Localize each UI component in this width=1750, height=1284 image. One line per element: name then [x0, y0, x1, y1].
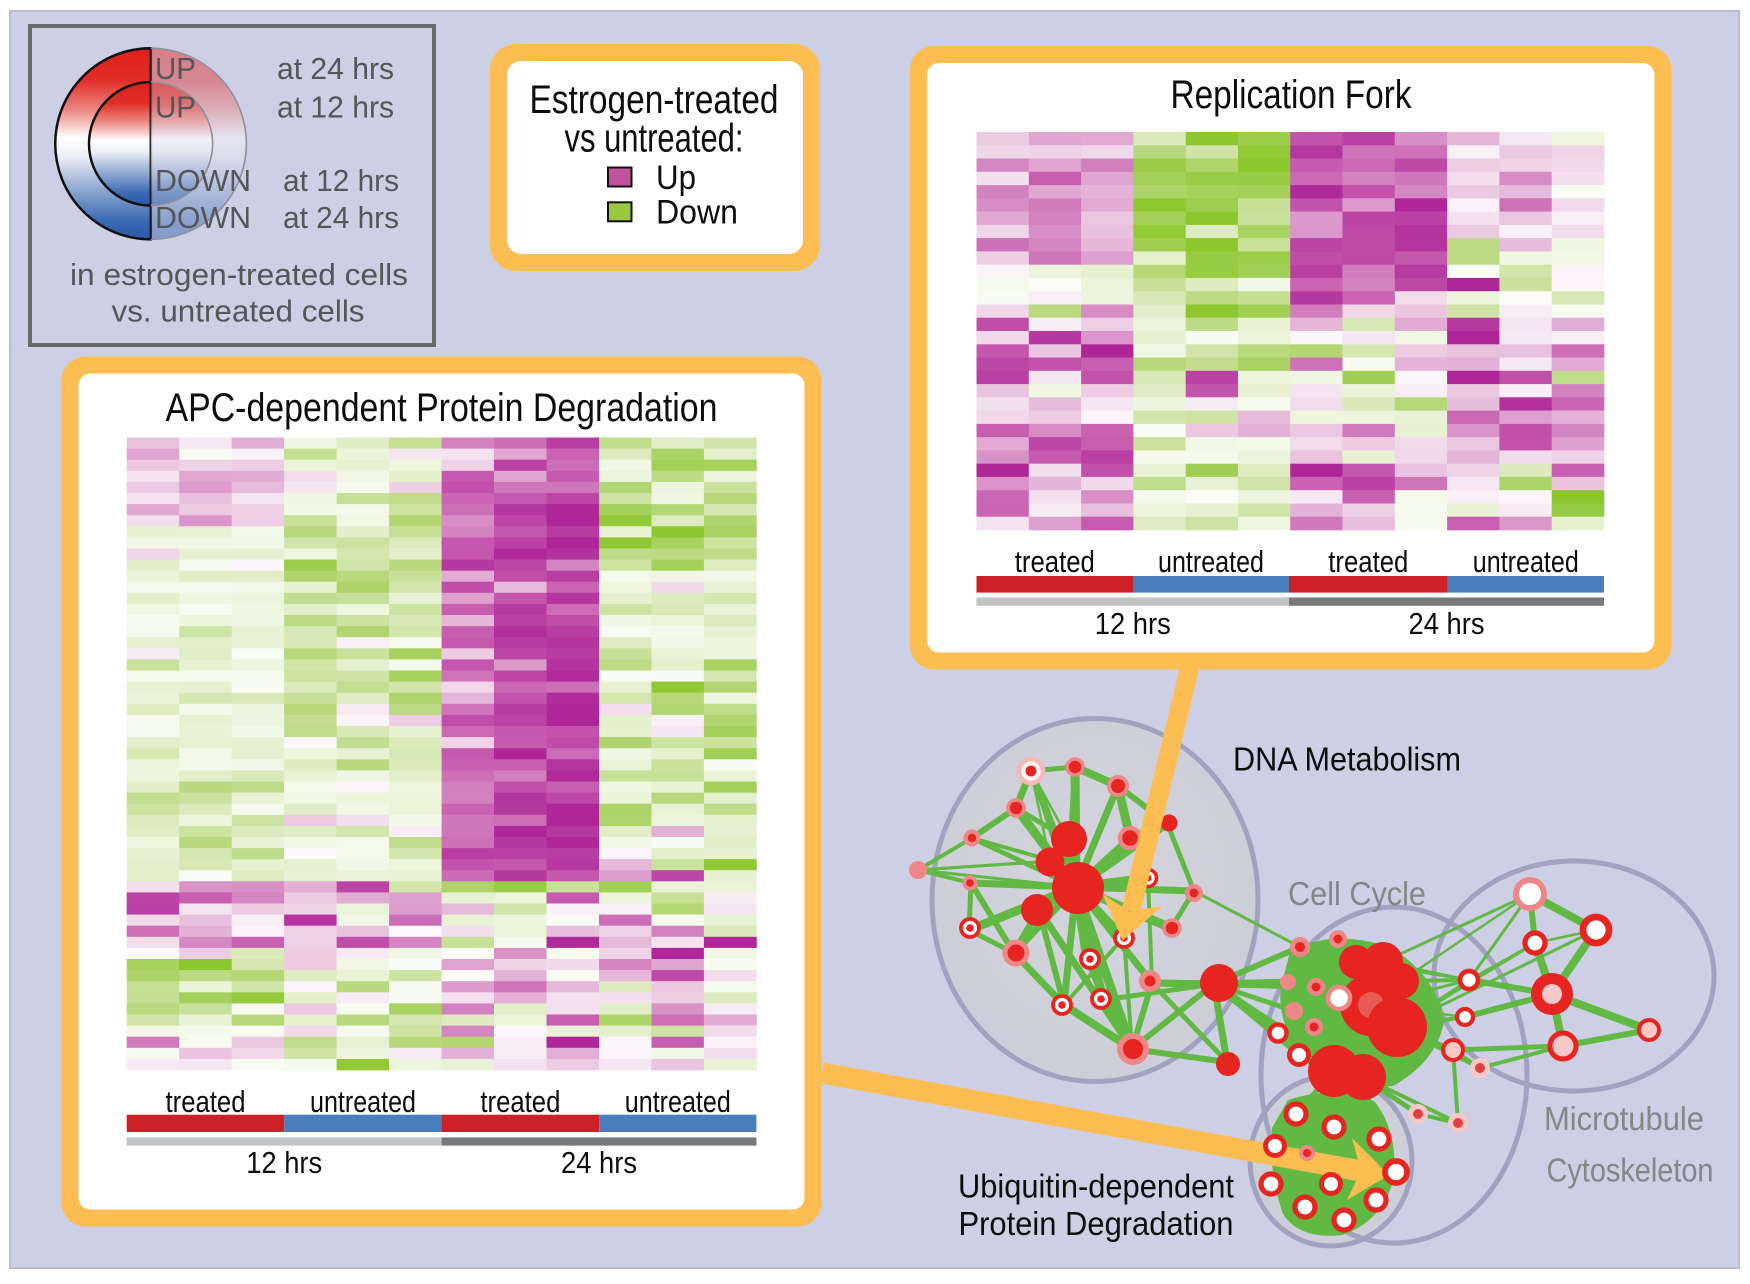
svg-text:vs untreated:: vs untreated: — [565, 117, 744, 161]
svg-text:Microtubule: Microtubule — [1544, 1100, 1704, 1137]
svg-text:Replication Fork: Replication Fork — [1171, 73, 1413, 117]
svg-text:treated: treated — [1328, 544, 1408, 579]
svg-text:DNA Metabolism: DNA Metabolism — [1233, 741, 1461, 778]
svg-text:vs. untreated cells: vs. untreated cells — [112, 294, 365, 329]
svg-text:Protein Degradation: Protein Degradation — [959, 1205, 1234, 1242]
svg-text:treated: treated — [166, 1084, 246, 1119]
svg-text:untreated: untreated — [1473, 544, 1579, 579]
svg-text:treated: treated — [1015, 544, 1095, 579]
svg-text:untreated: untreated — [310, 1084, 416, 1119]
svg-text:Cytoskeleton: Cytoskeleton — [1547, 1152, 1714, 1189]
svg-text:in estrogen-treated cells: in estrogen-treated cells — [70, 257, 408, 292]
svg-text:Estrogen-treated: Estrogen-treated — [530, 78, 779, 122]
svg-text:Up: Up — [656, 159, 696, 197]
svg-text:treated: treated — [480, 1084, 560, 1119]
svg-text:DOWN: DOWN — [155, 200, 251, 235]
svg-text:APC-dependent Protein Degradat: APC-dependent Protein Degradation — [166, 386, 718, 430]
svg-text:at 24 hrs: at 24 hrs — [283, 200, 399, 235]
svg-text:DOWN: DOWN — [155, 163, 251, 198]
svg-text:24 hrs: 24 hrs — [561, 1145, 637, 1180]
svg-text:UP: UP — [155, 90, 196, 125]
svg-text:at 12 hrs: at 12 hrs — [277, 90, 394, 125]
svg-text:at 12 hrs: at 12 hrs — [283, 163, 399, 198]
svg-text:Cell Cycle: Cell Cycle — [1288, 875, 1426, 912]
svg-text:UP: UP — [155, 51, 196, 86]
svg-text:at 24 hrs: at 24 hrs — [277, 51, 394, 86]
svg-text:24 hrs: 24 hrs — [1409, 606, 1485, 641]
svg-text:12 hrs: 12 hrs — [1095, 606, 1171, 641]
svg-text:Down: Down — [656, 194, 738, 232]
svg-text:Ubiquitin-dependent: Ubiquitin-dependent — [958, 1168, 1234, 1205]
svg-text:untreated: untreated — [1158, 544, 1264, 579]
svg-text:untreated: untreated — [625, 1084, 731, 1119]
svg-text:12 hrs: 12 hrs — [246, 1145, 322, 1180]
